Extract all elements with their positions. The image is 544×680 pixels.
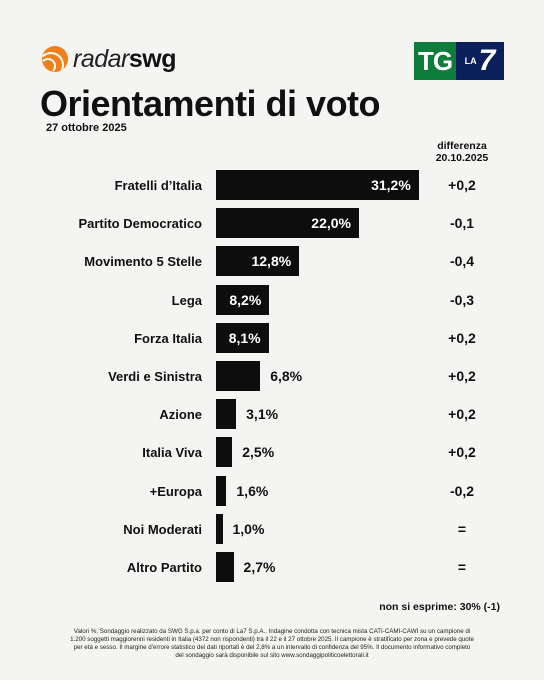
vote-bar — [216, 437, 233, 468]
bar-value-label: 3,1% — [246, 406, 279, 423]
la7-logo-box: LA 7 — [456, 42, 504, 80]
radar-icon — [42, 46, 68, 72]
survey-date: 27 ottobre 2025 — [46, 122, 127, 134]
bar-value-label: 1,0% — [232, 520, 265, 537]
radar-swg-logo: radarswg — [42, 44, 177, 73]
party-label: Lega — [171, 292, 202, 308]
bar-value-label: 12,8% — [251, 253, 292, 270]
party-label: Movimento 5 Stelle — [84, 254, 202, 270]
difference-value: = — [457, 520, 467, 537]
difference-value: +0,2 — [448, 444, 476, 461]
vote-bar — [216, 552, 234, 582]
difference-value: -0,4 — [449, 253, 475, 270]
vote-bar — [216, 284, 270, 315]
party-label: Azione — [159, 407, 202, 423]
difference-value: +0,2 — [448, 177, 476, 193]
bar-value-label: 22,0% — [311, 215, 351, 232]
party-label: Forza Italia — [134, 330, 202, 346]
difference-value: -0,3 — [449, 291, 475, 308]
bar-value-label: 31,2% — [371, 177, 411, 193]
difference-header-date: 20.10.2025 — [435, 152, 489, 165]
vote-bar — [216, 322, 269, 353]
non-esprime-note: non si esprime: 30% (-1) — [379, 601, 500, 613]
difference-header-label: differenza — [437, 140, 487, 152]
difference-value: -0,2 — [449, 482, 475, 499]
brand-name: radarswg — [73, 44, 177, 73]
bar-value-label: 6,8% — [270, 368, 303, 384]
vote-bar — [216, 361, 261, 391]
difference-value: -0,1 — [449, 215, 475, 232]
difference-column-header: differenza 20.10.2025 — [424, 140, 500, 164]
page-title: Orientamenti di voto — [40, 83, 381, 124]
difference-value: +0,2 — [448, 329, 476, 346]
la7-logo-number: 7 — [478, 44, 496, 77]
vote-bar — [216, 246, 300, 277]
bar-value-label: 2,5% — [242, 444, 275, 461]
bar-value-label: 1,6% — [236, 482, 269, 499]
vote-bar — [216, 513, 223, 544]
party-label: Noi Moderati — [123, 521, 202, 537]
tg-la7-logo: TG LA 7 — [414, 42, 504, 80]
tg-logo-text: TG — [414, 42, 456, 80]
methodology-footnote: Valori %. Sondaggio realizzato da SWG S.… — [70, 628, 474, 660]
party-label: Verdi e Sinistra — [108, 369, 202, 384]
bar-value-label: 8,1% — [228, 329, 261, 346]
vote-bar — [216, 208, 359, 239]
bar-value-label: 8,2% — [229, 291, 262, 308]
vote-bar — [216, 475, 227, 506]
party-label: Partito Democratico — [78, 216, 202, 232]
bar-value-label: 2,7% — [243, 559, 276, 575]
party-label: Italia Viva — [142, 445, 202, 461]
difference-value: +0,2 — [448, 368, 476, 384]
party-label: Altro Partito — [126, 560, 202, 575]
vote-bar — [216, 170, 419, 200]
party-label: Fratelli d’Italia — [114, 178, 202, 193]
party-label: +Europa — [149, 483, 202, 499]
la7-logo-la: LA — [464, 56, 477, 66]
difference-value: +0,2 — [448, 406, 476, 423]
difference-value: = — [457, 559, 467, 575]
vote-bar — [216, 399, 237, 430]
